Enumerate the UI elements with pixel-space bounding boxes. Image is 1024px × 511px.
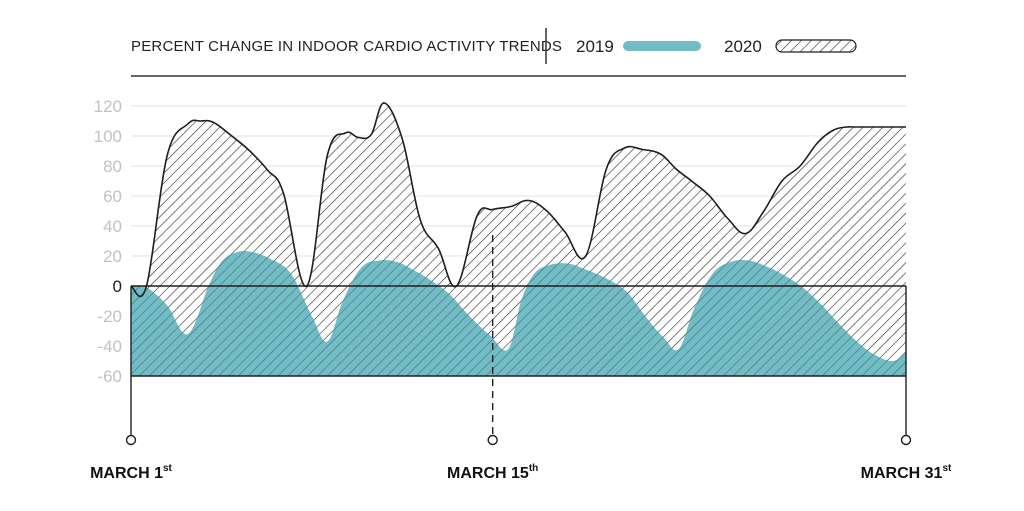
y-tick-label: -20: [97, 307, 122, 326]
y-tick-label: 80: [103, 157, 122, 176]
x-tick-label: MARCH 15th: [447, 463, 538, 482]
chart-title: PERCENT CHANGE IN INDOOR CARDIO ACTIVITY…: [131, 38, 562, 55]
marker-pin: [125, 434, 137, 446]
y-axis-ticks: 120 100 80 60 40 20 0 -20 -40 -60: [94, 97, 122, 386]
y-tick-label: 100: [94, 127, 122, 146]
marker-pin: [900, 434, 912, 446]
y-tick-label: 120: [94, 97, 122, 116]
y-tick-label: -40: [97, 337, 122, 356]
x-tick-label: MARCH 1st: [90, 463, 172, 482]
y-tick-label: 20: [103, 247, 122, 266]
marker-pin: [487, 434, 498, 446]
y-tick-label: 40: [103, 217, 122, 236]
x-tick-label: MARCH 31st: [861, 463, 952, 482]
legend: 2019 2020: [576, 37, 857, 56]
legend-swatch-2020: [775, 39, 857, 53]
line-2020: [130, 102, 906, 298]
y-tick-label: 0: [113, 277, 122, 296]
legend-label-2020: 2020: [724, 37, 762, 56]
area-layers: [130, 102, 906, 376]
y-tick-label: 60: [103, 187, 122, 206]
axes: [131, 285, 906, 377]
area-2019-hatch: [131, 250, 906, 376]
legend-label-2019: 2019: [576, 37, 614, 56]
y-tick-label: -60: [97, 367, 122, 386]
x-axis-markers: MARCH 1st MARCH 15th MARCH 31st: [90, 235, 952, 482]
